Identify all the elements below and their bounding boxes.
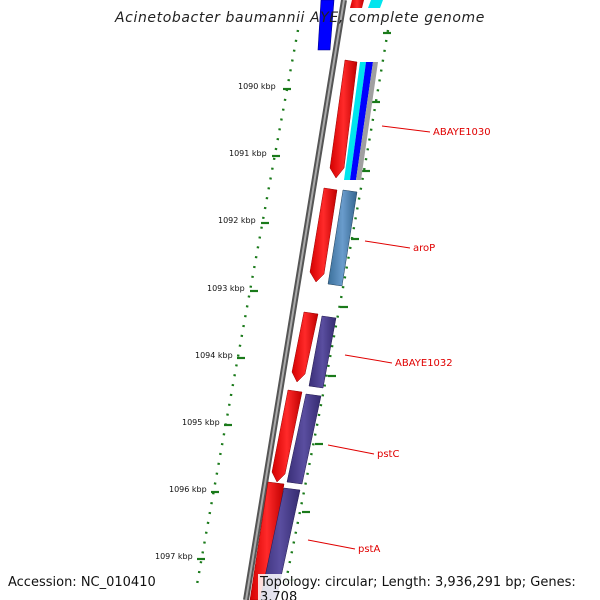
scale-label: 1095 kbp bbox=[182, 418, 220, 427]
inner-dotted-ring bbox=[194, 29, 300, 591]
scale-ticks bbox=[197, 31, 391, 582]
scale-label: 1091 kbp bbox=[229, 149, 267, 158]
blue-feature-top bbox=[317, 0, 335, 51]
leader-aroP bbox=[364, 240, 411, 249]
cyan-feature-top bbox=[368, 0, 383, 8]
red-cds-arrow bbox=[271, 389, 303, 483]
leader-pstA bbox=[307, 539, 356, 550]
gene-label[interactable]: pstA bbox=[358, 544, 380, 555]
gene-label-leaders bbox=[307, 125, 431, 550]
scale-label: 1090 kbp bbox=[238, 82, 276, 91]
gene-label[interactable]: pstC bbox=[377, 449, 399, 460]
red-cds-arrow bbox=[249, 481, 285, 600]
leader-pstC bbox=[327, 444, 375, 455]
scale-label: 1097 kbp bbox=[155, 552, 193, 561]
genome-title: Acinetobacter baumannii AYE, complete ge… bbox=[114, 10, 485, 26]
scale-label: 1096 kbp bbox=[169, 485, 207, 494]
red-cds-arrow bbox=[329, 59, 358, 179]
accession-text: Accession: NC_010410 bbox=[6, 574, 158, 591]
feature-pstA bbox=[259, 487, 301, 600]
gene-label[interactable]: ABAYE1030 bbox=[433, 127, 491, 138]
leader-ABAYE1032 bbox=[344, 354, 393, 364]
genome-backbone-highlight bbox=[245, 0, 345, 600]
feature-ABAYE1030-gray bbox=[356, 62, 378, 180]
leader-ABAYE1030 bbox=[381, 125, 431, 133]
genome-summary-text: Topology: circular; Length: 3,936,291 bp… bbox=[258, 574, 600, 600]
feature-ABAYE1032 bbox=[308, 315, 337, 389]
feature-aroP bbox=[327, 189, 358, 287]
gene-label[interactable]: ABAYE1032 bbox=[395, 358, 453, 369]
feature-pstC bbox=[286, 393, 322, 485]
scale-label: 1093 kbp bbox=[207, 284, 245, 293]
outer-dotted-ring bbox=[280, 29, 390, 600]
red-cds-arrow bbox=[291, 311, 319, 383]
feature-ABAYE1030-cyan bbox=[344, 62, 366, 180]
red-cds-arrow bbox=[309, 187, 338, 283]
scale-label: 1094 kbp bbox=[195, 351, 233, 360]
red-cds-top bbox=[350, 0, 364, 8]
scale-label: 1092 kbp bbox=[218, 216, 256, 225]
feature-ABAYE1030-blue bbox=[350, 62, 373, 180]
gene-label[interactable]: aroP bbox=[413, 243, 435, 254]
